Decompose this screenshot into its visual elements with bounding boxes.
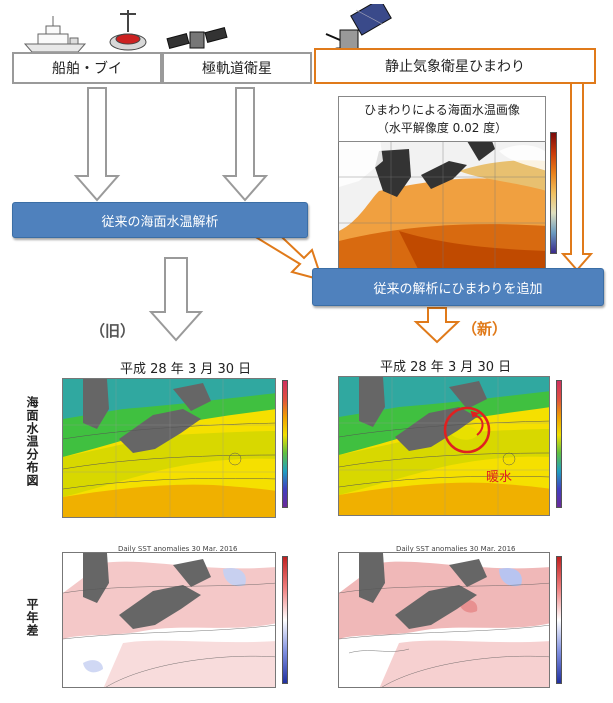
row-label-sst: 海面水温分布図 bbox=[25, 396, 39, 487]
anomaly-title-new: Daily SST anomalies 30 Mar. 2016 bbox=[396, 545, 516, 553]
polar-satellite-icon bbox=[166, 26, 228, 50]
warm-water-label: 暖水 bbox=[486, 470, 513, 485]
buoy-icon bbox=[109, 10, 147, 51]
ship-buoy-label: 船舶・ブイ bbox=[52, 61, 122, 77]
new-label: （新） bbox=[462, 320, 508, 338]
himawari-sst-image bbox=[338, 130, 546, 270]
old-label: （旧） bbox=[90, 322, 136, 340]
himawari-caption-line1: ひまわりによる海面水温画像 bbox=[364, 103, 520, 117]
anomaly-map-old bbox=[62, 552, 276, 688]
himawari-caption: ひまわりによる海面水温画像 （水平解像度 0.02 度） bbox=[338, 96, 546, 142]
old-analysis-bar: 従来の海面水温解析 bbox=[12, 202, 308, 238]
gray-arrow-right bbox=[221, 87, 269, 202]
new-analysis-label: 従来の解析にひまわりを追加 bbox=[373, 281, 543, 297]
polar-satellite-box: 極軌道衛星 bbox=[162, 52, 312, 84]
sst-colorbar-new bbox=[556, 380, 562, 508]
orange-arrow-himawari bbox=[560, 84, 594, 272]
date-new: 平成 28 年 3 月 30 日 bbox=[380, 360, 512, 375]
anomaly-colorbar-new bbox=[556, 556, 562, 684]
old-analysis-label: 従来の海面水温解析 bbox=[101, 214, 219, 230]
sst-colorbar-old bbox=[282, 380, 288, 508]
polar-satellite-label: 極軌道衛星 bbox=[202, 61, 272, 77]
warm-water-circle bbox=[443, 406, 491, 454]
ship-buoy-box: 船舶・ブイ bbox=[12, 52, 162, 84]
himawari-label: 静止気象衛星ひまわり bbox=[385, 59, 525, 75]
anomaly-title-old: Daily SST anomalies 30 Mar. 2016 bbox=[118, 545, 238, 553]
gray-arrow-left bbox=[73, 87, 121, 202]
date-old: 平成 28 年 3 月 30 日 bbox=[120, 362, 252, 377]
anomaly-colorbar-old bbox=[282, 556, 288, 684]
orange-arrow-new bbox=[413, 307, 461, 344]
new-analysis-bar: 従来の解析にひまわりを追加 bbox=[312, 268, 604, 306]
himawari-colorbar bbox=[550, 132, 557, 254]
sst-map-new bbox=[338, 376, 550, 516]
row-label-anomaly: 平年差 bbox=[25, 598, 39, 637]
himawari-box: 静止気象衛星ひまわり bbox=[314, 48, 596, 84]
sst-map-old bbox=[62, 378, 276, 518]
himawari-caption-line2: （水平解像度 0.02 度） bbox=[376, 121, 508, 135]
gray-arrow-old bbox=[148, 257, 204, 342]
anomaly-map-new bbox=[338, 552, 550, 688]
